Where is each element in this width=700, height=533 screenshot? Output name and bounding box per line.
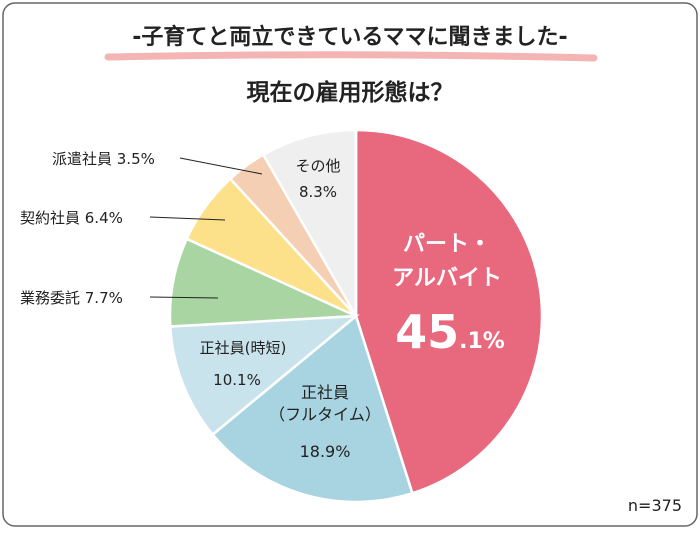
leader-line-contract: [149, 216, 226, 221]
headline: -子育てと両立できているママに聞きました-: [132, 24, 567, 50]
slice-label-outsource: 業務委託 7.7%: [20, 289, 123, 307]
leader-line-dispatch: [179, 157, 263, 175]
sample-size-note: n=375: [628, 496, 682, 515]
headline-underline: [104, 51, 598, 62]
slice-value-fulltime: 18.9%: [300, 442, 351, 461]
slice-value-part: 45.1%: [395, 305, 505, 359]
pie-slice-6: [261, 128, 358, 321]
slice-label-fulltime-line1: 正社員: [301, 383, 349, 402]
slice-value-other: 8.3%: [299, 183, 337, 201]
chart-title: 現在の雇用形態は？: [247, 79, 454, 106]
slice-label-shorttime-line1: 正社員(時短): [200, 339, 287, 357]
pie-slice-0: [354, 128, 544, 495]
slice-label-dispatch: 派遣社員 3.5%: [52, 150, 155, 168]
slice-value-part-small: .1%: [459, 329, 505, 354]
slice-value-part-big: 45: [395, 305, 459, 359]
pie-slice-1: [210, 313, 414, 504]
slice-label-contract: 契約社員 6.4%: [20, 209, 123, 227]
pie-slices: [168, 128, 544, 504]
leader-line-outsource: [149, 296, 219, 299]
slice-label-part-line1: パート・: [403, 232, 491, 257]
slice-label-other-line1: その他: [295, 157, 340, 175]
slice-value-shorttime: 10.1%: [213, 371, 261, 389]
pie-slice-2: [168, 314, 360, 437]
slice-label-part-line2: アルバイト: [392, 266, 502, 291]
slice-label-fulltime-line2: （フルタイム）: [269, 405, 381, 424]
